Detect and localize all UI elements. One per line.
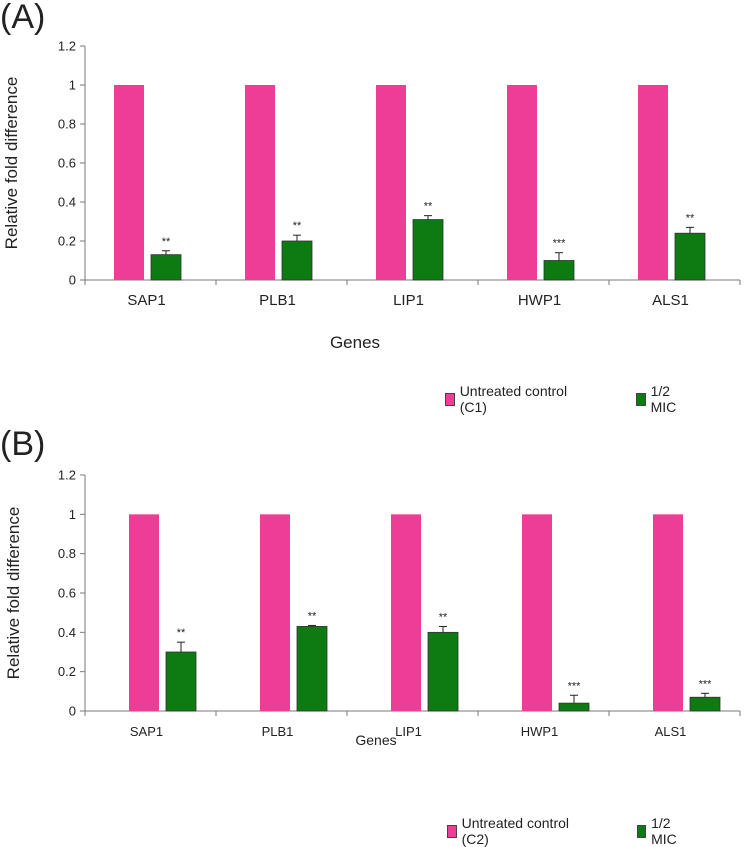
bar-treatment [427,631,459,712]
significance-label: ** [686,212,695,224]
legend-label-control: Untreated control (C1) [459,383,568,415]
y-tick-label: 1.2 [58,39,76,54]
legend-swatch-treatment [636,824,647,838]
significance-label: ** [293,220,302,232]
x-tick-label: PLB1 [259,292,296,309]
significance-label: ** [308,610,317,622]
bar-treatment [558,702,590,712]
x-tick-label: ALS1 [652,292,689,309]
x-axis-title: Genes [355,732,396,748]
bar-control [522,514,552,711]
legend-item-treatment: 1/2 MIC [636,815,692,847]
x-tick-label: LIP1 [393,292,424,309]
legend-item-treatment: 1/2 MIC [636,383,692,415]
bar-control [129,514,159,711]
legend-item-control: Untreated control (C2) [447,815,579,847]
bar-control [638,85,668,280]
bar-treatment [689,696,721,712]
y-axis-title: Relative fold difference [4,507,23,680]
y-tick-label: 0 [69,273,76,288]
legend-swatch-treatment [636,392,646,406]
significance-label: ** [424,201,433,213]
bar-treatment [412,219,444,281]
y-tick-label: 0.2 [58,664,76,679]
chart-b-legend: Untreated control (C2) 1/2 MIC [447,815,750,847]
y-tick-label: 1 [69,507,76,522]
bar-treatment [674,232,706,281]
legend-swatch-control [445,392,455,406]
significance-label: *** [568,680,582,692]
panel-b-label: (B) [0,425,46,463]
legend-label-control: Untreated control (C2) [461,815,570,847]
y-tick-label: 0.8 [58,546,76,561]
x-axis-title: Genes [330,333,380,352]
bar-control [653,514,683,711]
bar-control [376,85,406,280]
y-tick-label: 0.2 [58,234,76,249]
significance-label: ** [177,627,186,639]
legend-label-treatment: 1/2 MIC [650,383,677,415]
legend-item-control: Untreated control (C1) [445,383,578,415]
significance-label: *** [699,678,713,690]
y-tick-label: 0.4 [58,195,76,210]
x-tick-label: LIP1 [395,724,422,739]
y-tick-label: 1 [69,78,76,93]
significance-label: ** [439,611,448,623]
y-tick-label: 0.8 [58,117,76,132]
bar-treatment [543,260,575,281]
bar-control [260,514,290,711]
legend-swatch-control [447,824,457,838]
y-axis-title: Relative fold difference [2,77,21,250]
bar-treatment [150,254,182,281]
y-tick-label: 0.6 [58,586,76,601]
bar-control [114,85,144,280]
x-tick-label: HWP1 [521,724,559,739]
x-tick-label: HWP1 [518,292,561,309]
significance-label: ** [162,236,171,248]
chart-b: 0 0.2 0.4 0.6 0.8 1 1.2 ** SAP1 ** PLB1 ** LIP1 *** HW… [4,468,741,748]
bar-control [507,85,537,280]
panel-a-label: (A) [0,0,46,36]
x-tick-label: SAP1 [127,292,165,309]
y-tick-label: 0.4 [58,625,76,640]
bar-treatment [165,651,197,712]
bar-control [391,514,421,711]
bar-control [245,85,275,280]
y-tick-label: 0 [69,704,76,719]
bar-treatment [296,626,328,712]
chart-a-legend: Untreated control (C1) 1/2 MIC [445,383,750,415]
significance-label: *** [553,238,567,250]
x-tick-label: ALS1 [655,724,687,739]
x-tick-label: SAP1 [130,724,163,739]
y-tick-label: 1.2 [58,468,76,483]
x-tick-label: PLB1 [262,724,294,739]
chart-a: 0 0.2 0.4 0.6 0.8 1 1.2 ** SAP1 ** PLB1 ** LIP1 *** HW… [2,39,741,352]
bar-treatment [281,240,313,281]
legend-label-treatment: 1/2 MIC [651,815,677,847]
y-tick-label: 0.6 [58,156,76,171]
